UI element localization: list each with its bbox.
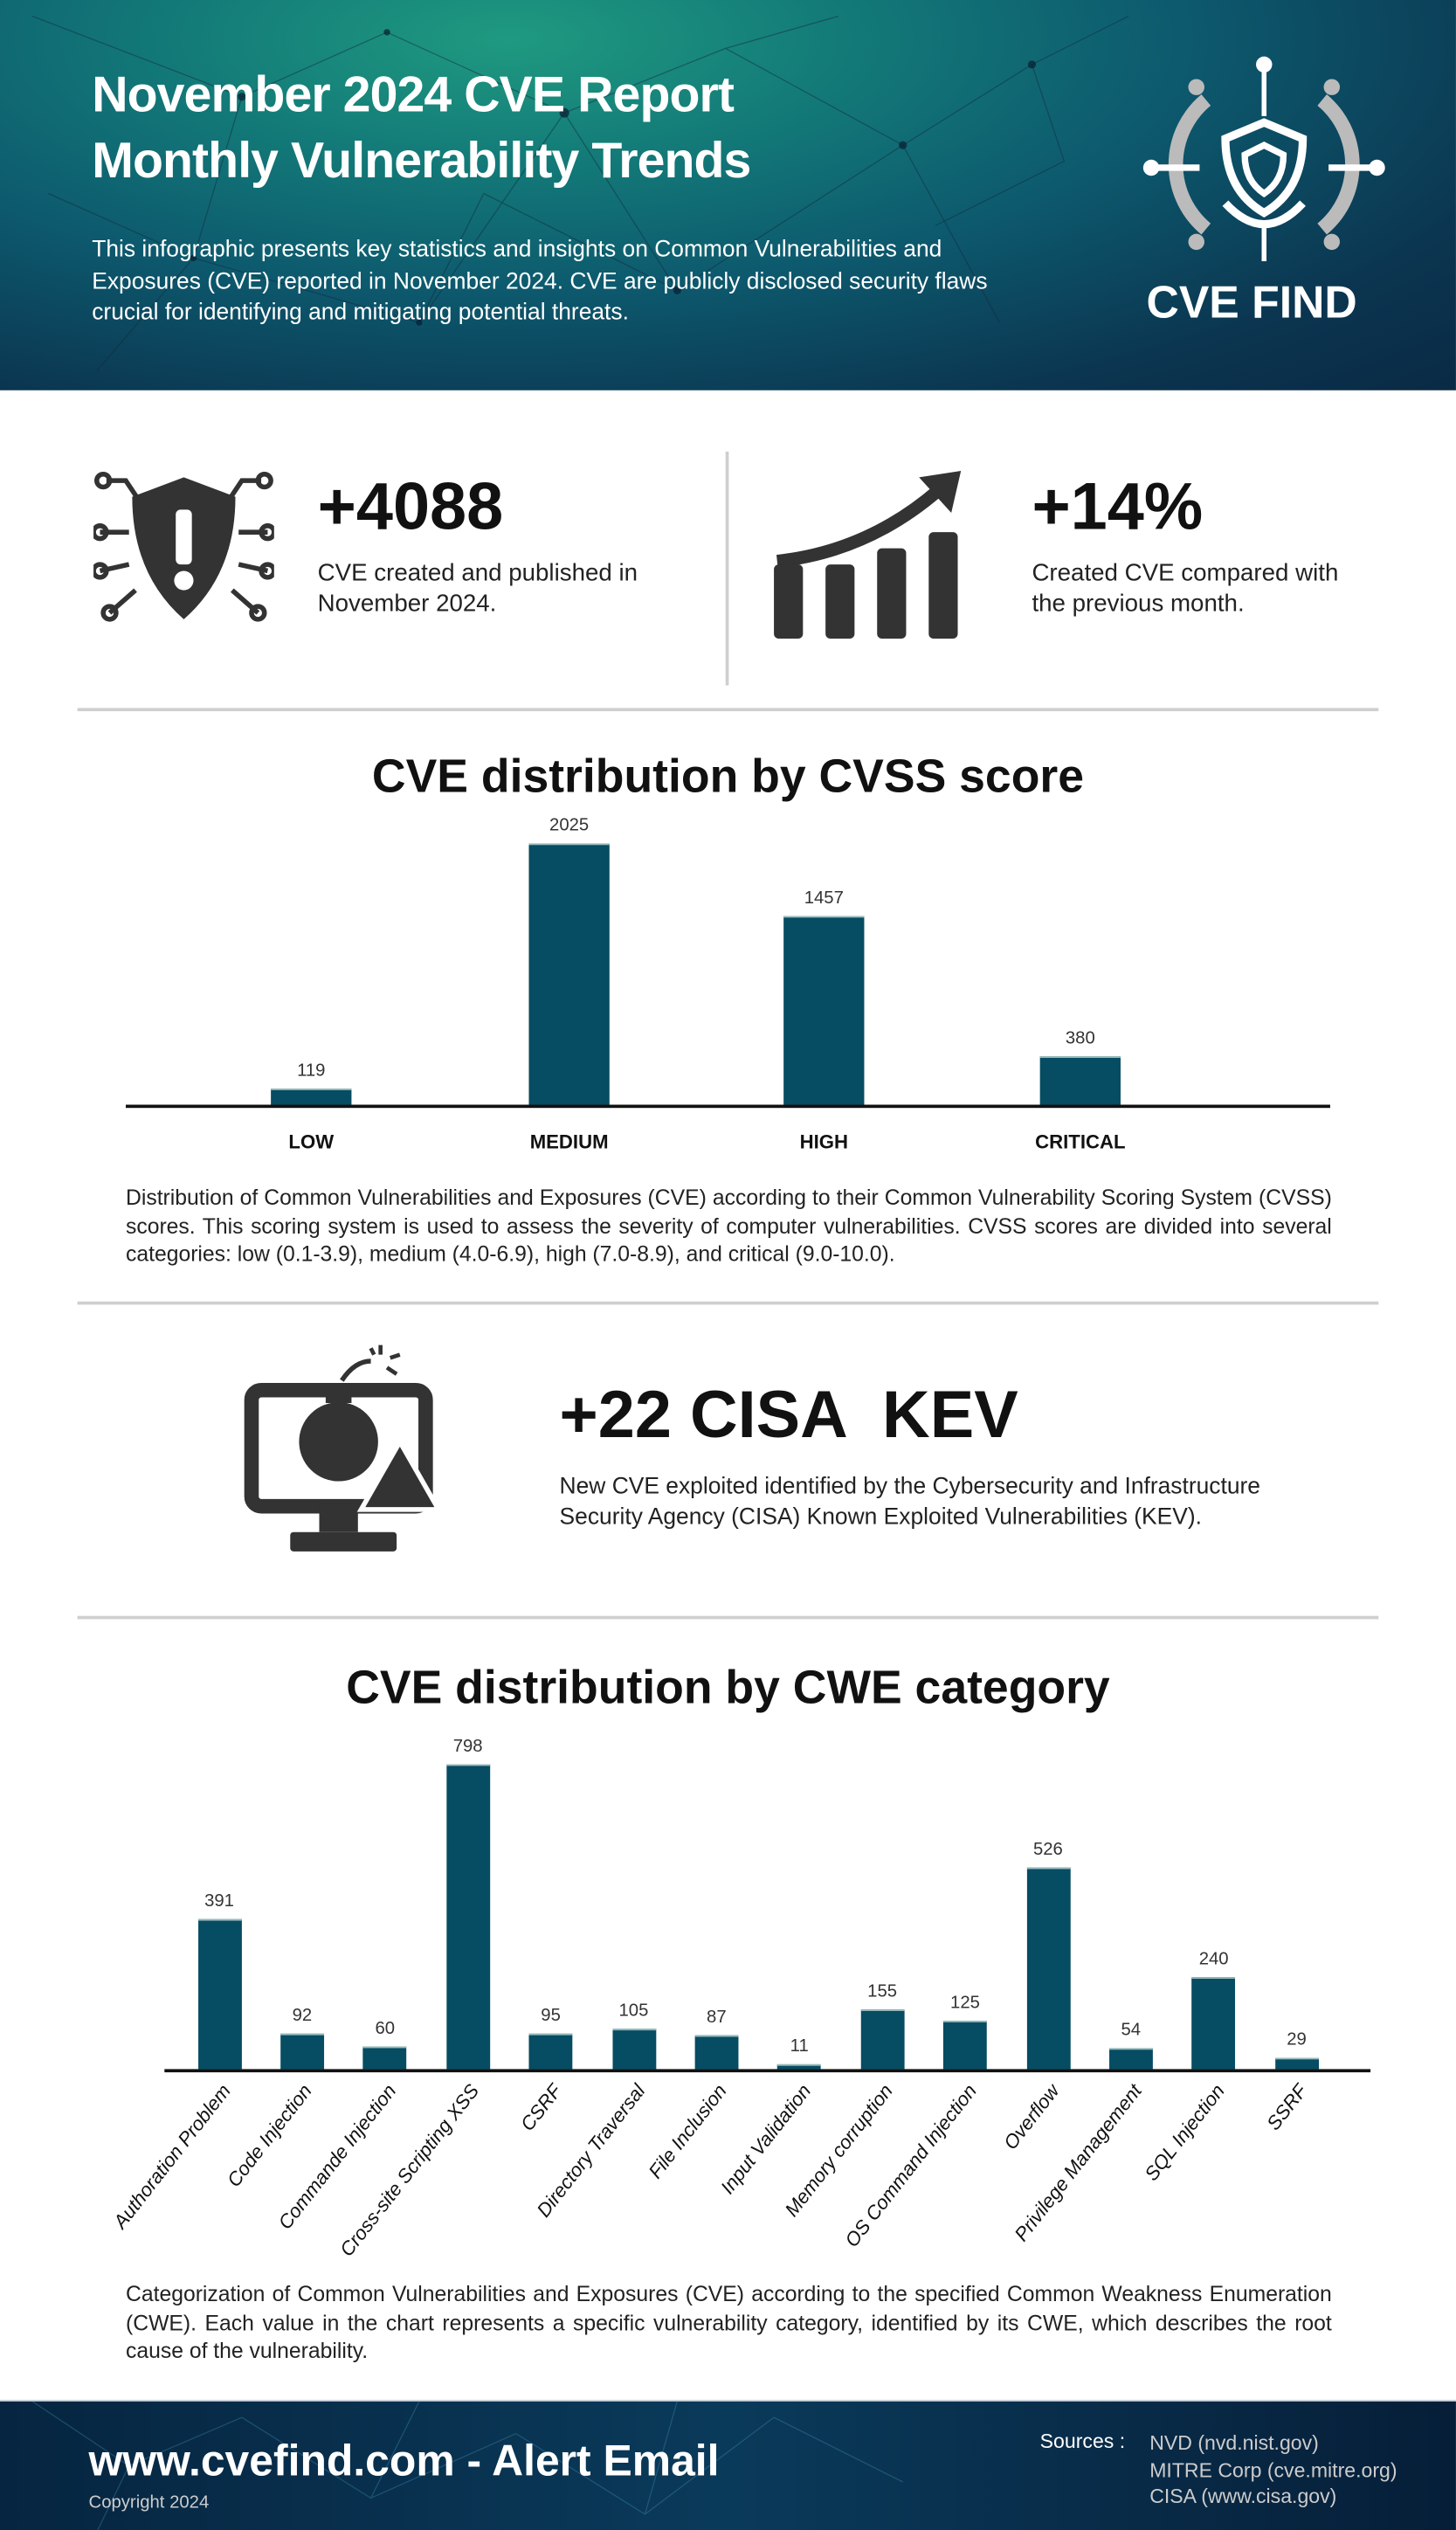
divider (77, 1301, 1379, 1305)
data-label: 95 (541, 2005, 561, 2025)
bar (611, 2029, 656, 2070)
data-label: 119 (297, 1061, 326, 1082)
bar (362, 2046, 407, 2070)
data-label: 155 (867, 1982, 898, 2002)
page-subtitle: Monthly Vulnerability Trends (92, 132, 751, 189)
bar (783, 916, 865, 1105)
data-label: 1457 (804, 888, 844, 909)
network-background (31, 2401, 904, 2530)
bar (528, 843, 610, 1105)
category-label: Overflow (998, 2079, 1065, 2154)
data-label: 87 (707, 2008, 727, 2029)
category-label: CSRF (515, 2079, 566, 2136)
growth-value: +14% (1032, 469, 1204, 544)
cve-count-value: +4088 (317, 469, 504, 544)
header-banner: November 2024 CVE Report Monthly Vulnera… (0, 0, 1456, 391)
source-item: CISA (www.cisa.gov) (1149, 2485, 1337, 2508)
intro-text: This infographic presents key statistics… (92, 237, 988, 326)
page-title: November 2024 CVE Report (92, 66, 735, 123)
data-label: 92 (292, 2006, 313, 2026)
copyright: Copyright 2024 (88, 2492, 210, 2513)
growth-text: Created CVE compared with the previous m… (1032, 559, 1339, 619)
category-label: HIGH (799, 1130, 848, 1153)
bar (1025, 1868, 1070, 2070)
data-label: 798 (452, 1737, 483, 1757)
sources-label: Sources : (1039, 2430, 1126, 2453)
bar (197, 1919, 241, 2070)
cwe-description: Categorization of Common Vulnerabilities… (125, 2282, 1332, 2363)
data-label: 60 (375, 2018, 396, 2038)
cwe-chart-title: CVE distribution by CWE category (346, 1662, 1110, 1715)
data-label: 11 (790, 2037, 809, 2057)
footer: www.cvefind.com - Alert Email Copyright … (0, 2399, 1456, 2530)
category-label: Cross-site Scripting XSS (335, 2079, 484, 2261)
footer-site-link[interactable]: www.cvefind.com - Alert Email (88, 2437, 720, 2485)
bar (694, 2036, 739, 2070)
divider (77, 708, 1379, 712)
sources-list: NVD (nvd.nist.gov) MITRE Corp (cve.mitre… (1149, 2430, 1397, 2510)
data-label: 380 (1065, 1027, 1095, 1048)
bar (445, 1764, 490, 2070)
category-label: SQL Injection (1139, 2079, 1229, 2186)
data-label: 2025 (549, 816, 590, 836)
category-label: File Inclusion (645, 2079, 732, 2183)
category-label: Authoration Problem (108, 2079, 236, 2233)
data-label: 240 (1198, 1950, 1229, 1970)
kev-text: New CVE exploited identified by the Cybe… (559, 1474, 1260, 1531)
cve-count-text: CVE created and published in November 20… (317, 559, 638, 619)
cve-find-logo-icon (1142, 56, 1385, 262)
bar (860, 2009, 905, 2070)
category-label: MEDIUM (529, 1130, 609, 1153)
data-label: 54 (1121, 2021, 1142, 2041)
data-label: 29 (1287, 2030, 1307, 2050)
data-label: 105 (618, 2001, 649, 2022)
network-background (31, 15, 1129, 372)
bar (1191, 1977, 1236, 2070)
bar (1039, 1055, 1121, 1105)
bar (1108, 2048, 1153, 2070)
source-item: MITRE Corp (cve.mitre.org) (1149, 2458, 1397, 2482)
bar (280, 2034, 324, 2070)
source-item: NVD (nvd.nist.gov) (1149, 2431, 1319, 2455)
growth-chart-icon (774, 471, 962, 639)
category-label: CRITICAL (1035, 1130, 1126, 1153)
cvss-chart-title: CVE distribution by CVSS score (371, 751, 1085, 804)
bar (777, 2064, 822, 2070)
category-label: LOW (288, 1130, 335, 1153)
cvss-description: Distribution of Common Vulnerabilities a… (125, 1185, 1332, 1267)
divider (77, 1615, 1379, 1620)
bar (1274, 2057, 1319, 2070)
shield-alert-icon (93, 471, 274, 622)
cvss-axis-line (125, 1104, 1330, 1109)
data-label: 125 (950, 1994, 980, 2014)
bar (271, 1089, 352, 1105)
data-label: 526 (1032, 1841, 1063, 1861)
stats-divider (725, 451, 729, 686)
category-label: SSRF (1262, 2079, 1313, 2135)
bar (528, 2032, 573, 2070)
cwe-axis-line (164, 2069, 1371, 2073)
data-label: 391 (204, 1892, 234, 1912)
logo-text: CVE FIND (1146, 277, 1357, 328)
bar (943, 2021, 987, 2070)
bomb-monitor-icon (244, 1344, 443, 1552)
kev-value: +22 CISA KEV (559, 1377, 1018, 1452)
category-label: Code Injection (223, 2079, 317, 2192)
